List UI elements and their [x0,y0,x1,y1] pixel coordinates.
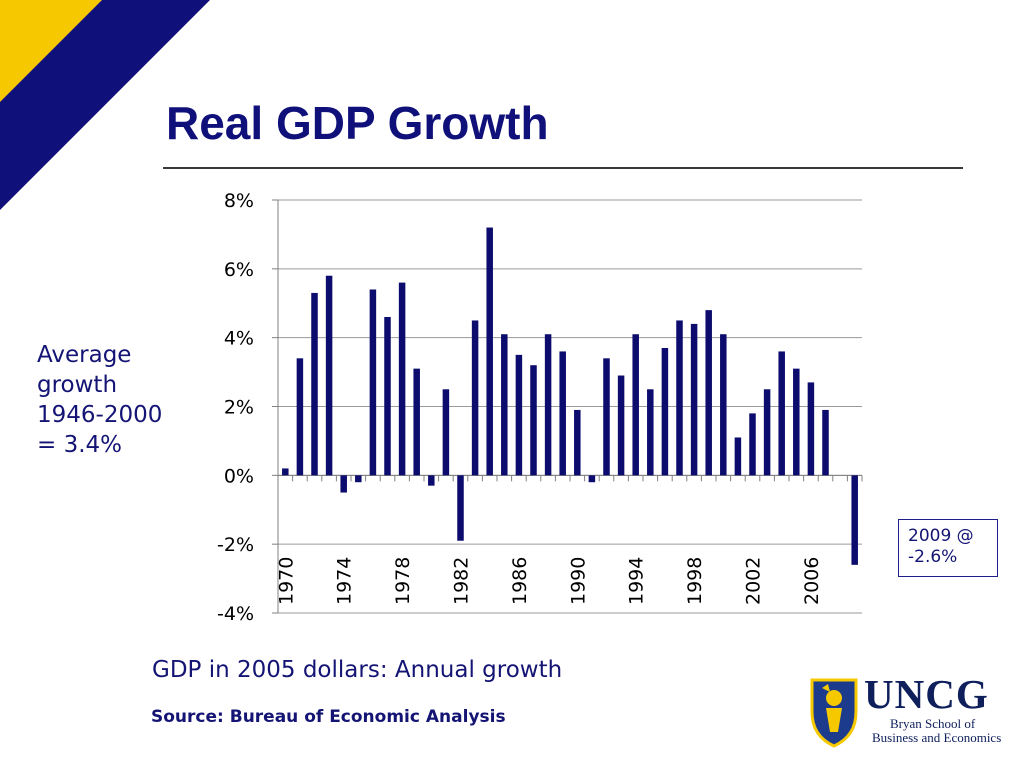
average-growth-note: Average growth 1946-2000 = 3.4% [37,340,162,460]
spartan-icon [810,678,858,748]
average-note-line-1: Average [37,342,132,368]
callout-line-1: 2009 @ [908,526,974,546]
bar-1983 [471,320,479,476]
average-note-line-2: growth [37,372,118,398]
bar-2009 [851,475,858,565]
bar-2005 [793,368,800,476]
bar-2003 [763,389,771,476]
y-tick-label: 2% [224,397,254,419]
x-tick-label: 1994 [626,557,648,605]
bar-1998 [690,323,698,476]
y-tick-label: -2% [217,534,254,556]
bar-1984 [486,227,493,476]
callout-line-2: -2.6% [908,547,958,567]
bar-1985 [501,334,508,476]
bar-1976 [369,289,377,476]
x-tick-label: 1970 [275,557,297,605]
bar-1987 [530,365,537,476]
source-note: Source: Bureau of Economic Analysis [151,707,506,727]
bar-1993 [617,375,625,476]
bar-1981 [442,389,450,476]
bar-1979 [413,368,420,476]
bar-1995 [647,389,654,476]
bar-1986 [515,354,523,476]
x-tick-label: 1978 [392,557,414,605]
bar-2004 [778,351,785,476]
bar-1974 [340,475,347,493]
bar-1970 [282,468,289,476]
gold-triangle [0,0,102,102]
bar-1990 [574,409,581,476]
slide-title: Real GDP Growth [166,97,549,149]
bar-1997 [676,320,683,476]
bar-1980 [428,475,435,486]
bar-1991 [588,475,596,483]
y-tick-label: -4% [217,603,254,625]
chart-caption: GDP in 2005 dollars: Annual growth [152,657,563,683]
average-note-line-4: = 3.4% [37,432,123,458]
title-divider [163,167,963,169]
bar-1971 [296,358,304,476]
x-tick-label: 1974 [334,557,356,605]
bar-2000 [720,334,727,476]
logo-wordmark: UNCG [864,671,989,717]
x-tick-label: 1982 [451,557,473,605]
y-tick-label: 8% [224,190,254,212]
2009-callout-box: 2009 @ -2.6% [898,519,998,577]
logo-school-line: Bryan School of [890,716,976,731]
y-tick-label: 0% [224,465,254,487]
bar-1992 [603,358,610,476]
corner-decoration [0,0,210,210]
uncg-logo: UNCG Bryan School of Business and Econom… [808,670,1008,750]
x-tick-label: 1998 [684,557,706,605]
x-tick-label: 1986 [509,557,531,605]
bar-1972 [311,292,318,476]
bar-2002 [749,413,756,476]
bar-2001 [734,437,742,476]
bar-2006 [807,382,815,476]
average-note-line-3: 1946-2000 [37,402,163,428]
bar-1994 [632,334,639,476]
navy-triangle [0,0,210,210]
bar-1996 [661,347,669,476]
bar-1982 [457,475,464,541]
bar-1989 [559,351,566,476]
bar-1988 [544,334,552,476]
bar-2007 [822,409,829,476]
x-tick-label: 2006 [801,557,823,605]
x-tick-label: 2002 [743,557,765,605]
x-tick-label: 1990 [567,557,589,605]
bar-1973 [325,275,333,476]
bar-1999 [705,310,712,476]
y-tick-label: 4% [224,328,254,350]
y-tick-label: 6% [224,259,254,281]
bar-1975 [355,475,362,483]
bar-1977 [384,317,391,476]
logo-school-line-2: Business and Economics [872,730,1002,745]
bar-1978 [398,282,406,476]
